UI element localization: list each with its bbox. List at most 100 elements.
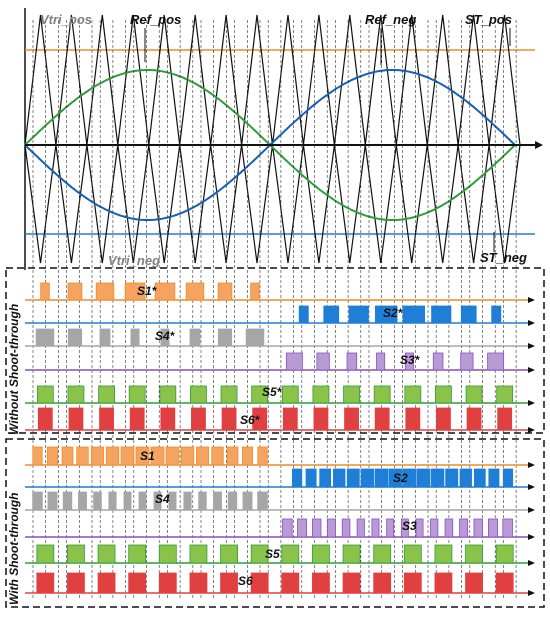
lane-s3-pulse <box>488 518 498 538</box>
lane-s5-star-pulse <box>281 385 299 404</box>
panel-box-without <box>5 267 545 434</box>
signal-label-s2-star: S2* <box>383 306 404 320</box>
lane-s1-star-pulse <box>250 282 260 301</box>
lane-s4-pulse <box>123 491 132 511</box>
carrier-pos <box>24 14 521 146</box>
lane-s1-pulse <box>91 446 104 466</box>
lane-s5-pulse <box>220 544 238 564</box>
lane-s2-pulse <box>333 468 346 488</box>
lane-s5-pulse <box>128 544 147 564</box>
signal-label-s6: S6 <box>238 574 253 588</box>
lane-s5-star-pulse <box>190 385 207 404</box>
lane-s4-pulse <box>108 491 117 511</box>
lane-s6-star-pulse <box>405 407 421 431</box>
lane-s3-star-pulse <box>376 352 386 371</box>
lane-s6-pulse <box>342 572 361 594</box>
lane-s2-pulse <box>291 468 303 488</box>
lane-s3-pulse <box>459 518 469 538</box>
carrier-plot <box>24 8 543 270</box>
lane-s1-pulse <box>76 446 89 466</box>
lane-s6-pulse <box>465 572 483 594</box>
lane-s6-pulse <box>281 572 300 594</box>
lane-s6-star-pulse <box>221 407 237 431</box>
lane-s4-star-pulse <box>245 328 265 347</box>
signal-label-s2: S2 <box>393 471 408 485</box>
lane-s5-pulse <box>67 544 85 564</box>
lane-s4-star-arrow <box>528 343 535 349</box>
lane-s4-star-pulse <box>35 328 55 347</box>
lane-s2-arrow <box>528 484 535 490</box>
lane-s5-pulse <box>403 544 422 564</box>
lane-s1-pulse <box>257 446 268 466</box>
lane-s1-star-pulse <box>124 282 146 301</box>
signal-label-s4-star: S4* <box>155 329 176 343</box>
lane-s6-star-pulse <box>374 407 390 431</box>
lane-s5-pulse <box>158 544 177 564</box>
label-ref-neg: Ref_neg <box>365 12 416 27</box>
lane-s1-star-pulse <box>67 282 83 301</box>
lane-s2-star-pulse <box>491 305 502 324</box>
lane-s2-star-pulse <box>298 305 309 324</box>
lane-s4-pulse <box>198 491 207 511</box>
lane-s5-star-pulse <box>128 385 146 404</box>
lane-s6-pulse <box>128 572 147 594</box>
lane-s6-pulse <box>403 572 422 594</box>
lane-s6-star-pulse <box>37 407 53 431</box>
lane-s4-pulse <box>183 491 192 511</box>
lane-s1-pulse <box>242 446 253 466</box>
lane-s2-star-arrow <box>528 320 535 326</box>
lane-s4-pulse <box>213 491 222 511</box>
lane-s4-pulse <box>62 491 73 511</box>
lane-s4-pulse <box>242 491 253 511</box>
signal-label-s3: S3 <box>402 519 417 533</box>
lane-s5-star-pulse <box>465 385 483 404</box>
lane-s6-pulse <box>36 572 55 594</box>
lane-s2-pulse <box>402 468 417 488</box>
lane-s5-pulse <box>281 544 300 564</box>
label-vtri-neg: Vtri_neg <box>108 253 160 268</box>
lane-s6-pulse <box>158 572 177 594</box>
lane-s3-pulse <box>430 518 439 538</box>
lane-s3-star-pulse <box>316 352 330 371</box>
lane-s5-pulse <box>189 544 208 564</box>
lane-s2-pulse <box>430 468 445 488</box>
lane-s4-star-pulse <box>189 328 201 347</box>
lane-s2-pulse <box>459 468 472 488</box>
lane-s4-pulse <box>227 491 238 511</box>
lane-s6-pulse <box>250 572 269 594</box>
lane-s5-star-pulse <box>312 385 330 404</box>
lane-s2-pulse <box>502 468 514 488</box>
lane-s6-star-pulse <box>313 407 329 431</box>
lane-s4-pulse <box>153 491 162 511</box>
lane-s5-star-pulse <box>343 385 360 404</box>
lane-s5-star-pulse <box>159 385 177 404</box>
lane-s1-star-arrow <box>528 297 535 303</box>
lane-s3-star-pulse <box>460 352 474 371</box>
lane-s3-pulse <box>473 518 483 538</box>
label-ref-pos: Ref_pos <box>130 12 181 27</box>
lane-s5-star-pulse <box>373 385 391 404</box>
lane-s3-pulse <box>312 518 322 538</box>
lane-s5-star-pulse <box>404 385 422 404</box>
lane-s3-pulse <box>386 518 395 538</box>
x-axis-arrow <box>535 141 543 149</box>
lane-s2-pulse <box>346 468 360 488</box>
lane-s5-star-pulse <box>220 385 238 404</box>
lane-s6-star-pulse <box>129 407 145 431</box>
lane-s5-pulse <box>342 544 361 564</box>
lane-s4-star-pulse <box>130 328 140 347</box>
lane-s4-star-pulse <box>217 328 233 347</box>
lane-s3-star-pulse <box>346 352 358 371</box>
lane-s6-star-pulse <box>497 407 513 431</box>
lane-s3-star-pulse <box>285 352 303 371</box>
lane-s4-pulse <box>93 491 102 511</box>
lane-s4-star-pulse <box>67 328 83 347</box>
lane-s5-pulse <box>465 544 483 564</box>
lane-s3-arrow <box>528 534 535 540</box>
lane-s4-star-pulse <box>99 328 111 347</box>
signal-label-s4: S4 <box>155 492 170 506</box>
lane-s1-star-pulse <box>217 282 233 301</box>
lane-s1-pulse <box>196 446 209 466</box>
lane-s6-star-pulse <box>344 407 359 431</box>
